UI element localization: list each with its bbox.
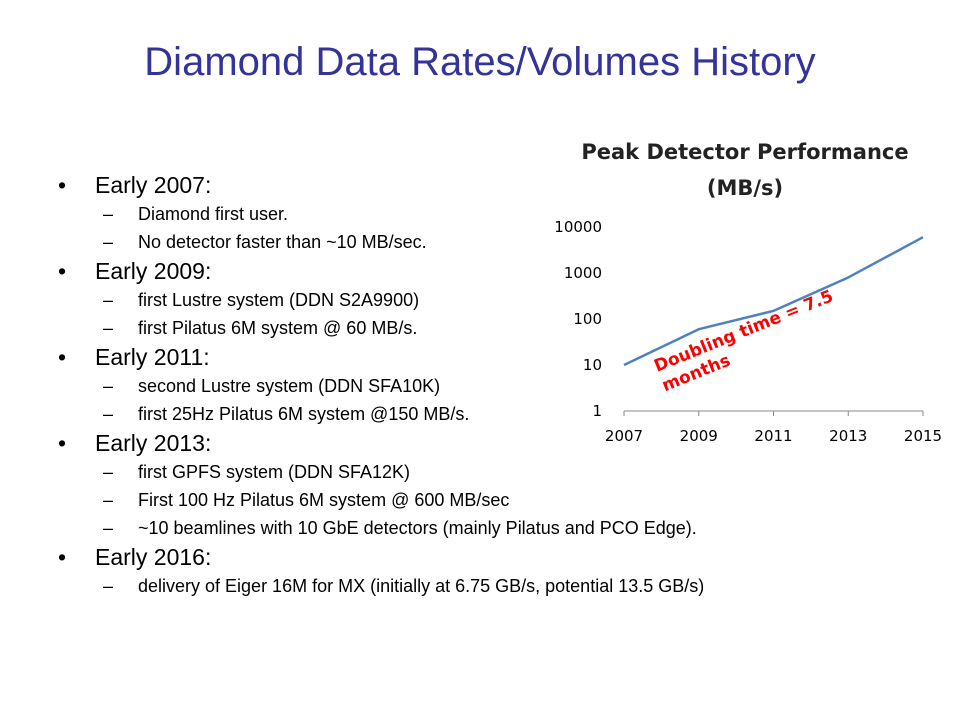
sub-bullet: first 25Hz Pilatus 6M system @150 MB/s. (58, 400, 938, 428)
x-tick-label: 2009 (680, 427, 718, 445)
sub-bullet: Diamond first user. (58, 200, 938, 228)
bullet-early-2016: Early 2016: (58, 542, 938, 572)
series-line (623, 236, 924, 367)
y-tick-label: 1 (592, 402, 602, 420)
y-tick-label: 10000 (554, 218, 602, 236)
chart-title: Peak Detector Performance (MB/s) (540, 134, 950, 206)
y-tick-label: 100 (573, 310, 602, 328)
sub-bullet: first Pilatus 6M system @ 60 MB/s. (58, 314, 938, 342)
x-tick-label: 2011 (754, 427, 792, 445)
sub-bullet: delivery of Eiger 16M for MX (initially … (58, 572, 938, 600)
x-tick-label: 2007 (605, 427, 643, 445)
sub-bullet: second Lustre system (DDN SFA10K) (58, 372, 938, 400)
slide-title: Diamond Data Rates/Volumes History (144, 40, 816, 84)
y-tick-label: 1000 (564, 264, 602, 282)
bullet-early-2007: Early 2007: (58, 170, 938, 200)
x-tick-label: 2015 (904, 427, 942, 445)
chart-title-line2: (MB/s) (706, 176, 784, 200)
sub-bullet: First 100 Hz Pilatus 6M system @ 600 MB/… (58, 486, 938, 514)
bullet-early-2013: Early 2013: (58, 428, 938, 458)
annotation-line1: Doubling time = 7.5 (651, 286, 836, 376)
sub-bullet: first Lustre system (DDN S2A9900) (58, 286, 938, 314)
sub-bullet: No detector faster than ~10 MB/sec. (58, 228, 938, 256)
y-tick-label: 10 (583, 356, 602, 374)
sub-bullet: first GPFS system (DDN SFA12K) (58, 458, 938, 486)
bullet-early-2009: Early 2009: (58, 256, 938, 286)
chart-title-line1: Peak Detector Performance (581, 140, 909, 164)
peak-detector-chart: Peak Detector Performance (MB/s) 2007 200… (540, 130, 950, 470)
bullet-early-2011: Early 2011: (58, 342, 938, 372)
chart-plot: 2007 2009 2011 2013 2015 1 10 100 1000 10000 Doub… (554, 218, 942, 445)
sub-bullet: ~10 beamlines with 10 GbE detectors (mai… (58, 514, 938, 542)
x-tick-label: 2013 (829, 427, 867, 445)
bullet-list: Early 2007: Diamond first user. No detec… (58, 170, 938, 600)
